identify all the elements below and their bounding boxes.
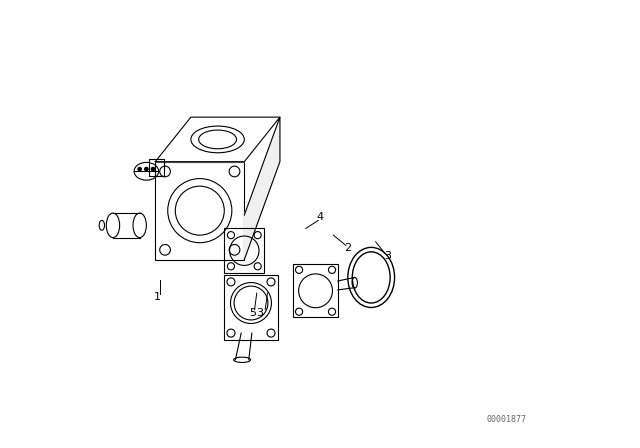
Text: 2: 2 bbox=[344, 243, 351, 254]
Text: 1: 1 bbox=[154, 293, 161, 302]
Polygon shape bbox=[156, 117, 280, 162]
Text: 3: 3 bbox=[257, 308, 264, 318]
Circle shape bbox=[138, 167, 141, 171]
Bar bbox=[224, 275, 278, 340]
Bar bbox=[148, 159, 164, 177]
Text: 00001877: 00001877 bbox=[487, 415, 527, 424]
Circle shape bbox=[151, 167, 155, 171]
Text: 3: 3 bbox=[385, 251, 392, 261]
Text: 5: 5 bbox=[249, 308, 256, 318]
Bar bbox=[224, 228, 264, 273]
Bar bbox=[293, 264, 338, 318]
Polygon shape bbox=[244, 117, 280, 260]
Text: 4: 4 bbox=[316, 212, 324, 222]
Bar bbox=[156, 162, 244, 260]
Circle shape bbox=[145, 167, 148, 171]
